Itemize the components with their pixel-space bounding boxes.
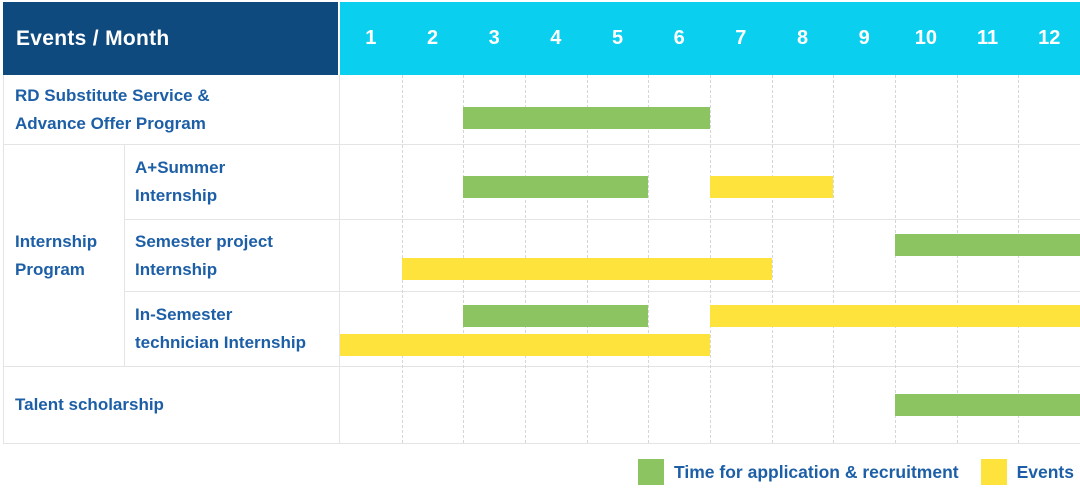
month-header-6: 6	[673, 27, 685, 49]
row-grid-a-summer-internship	[340, 145, 1080, 219]
internship-program-group: Internship Program A+Summer Internship S…	[4, 145, 1080, 367]
legend-label-application: Time for application & recruitment	[674, 461, 959, 482]
legend: Time for application & recruitment Events	[638, 459, 1074, 485]
month-header-8: 8	[796, 27, 809, 49]
legend-item-event: Events	[980, 459, 1074, 485]
table-header-row: Events / Month 1 2 3 4 5 6 7 8 9 10 11 12	[3, 2, 1080, 75]
row-grid-semester-project-internship	[340, 220, 1080, 291]
row-label-a-summer-internship: A+Summer Internship	[125, 145, 340, 219]
legend-swatch-application	[638, 459, 665, 485]
month-header-1: 1	[365, 27, 377, 49]
month-header-5: 5	[611, 27, 624, 49]
row-grid-rd-substitute	[340, 75, 1080, 144]
table-row-a-summer-internship: A+Summer Internship	[125, 145, 1080, 220]
row-label-rd-substitute: RD Substitute Service & Advance Offer Pr…	[4, 75, 340, 144]
schedule-table: Events / Month 1 2 3 4 5 6 7 8 9 10 11 12 RD Substi…	[3, 2, 1080, 444]
month-header-10: 10	[914, 27, 937, 49]
legend-item-application: Time for application & recruitment	[638, 459, 959, 485]
month-header-9: 9	[858, 27, 870, 49]
month-header-2: 2	[426, 27, 439, 49]
table-row-semester-project-internship: Semester project Internship	[125, 220, 1080, 292]
row-group-label-internship-program: Internship Program	[4, 145, 125, 366]
legend-swatch-event	[980, 459, 1007, 485]
row-label-talent-scholarship: Talent scholarship	[4, 367, 340, 443]
table-row-rd-substitute: RD Substitute Service & Advance Offer Pr…	[4, 75, 1080, 145]
row-label-in-semester-technician-internship: In-Semester technician Internship	[125, 292, 340, 366]
month-header-strip: 1 2 3 4 5 6 7 8 9 10 11 12	[340, 2, 1080, 75]
legend-label-event: Events	[1016, 461, 1074, 482]
table-row-in-semester-technician-internship: In-Semester technician Internship	[125, 292, 1080, 366]
month-header-12: 12	[1038, 27, 1061, 49]
table-row-talent-scholarship: Talent scholarship	[4, 367, 1080, 444]
row-grid-in-semester-technician-internship	[340, 292, 1080, 366]
row-grid-talent-scholarship	[340, 367, 1080, 443]
internship-program-subrows: A+Summer Internship Semester project Int…	[125, 145, 1080, 366]
month-header-11: 11	[976, 27, 999, 49]
month-header-3: 3	[488, 27, 500, 49]
month-header-4: 4	[550, 27, 562, 49]
row-label-semester-project-internship: Semester project Internship	[125, 220, 340, 291]
month-header-7: 7	[735, 27, 747, 49]
table-body: RD Substitute Service & Advance Offer Pr…	[3, 75, 1080, 444]
header-events-month-cell: Events / Month	[3, 2, 338, 75]
